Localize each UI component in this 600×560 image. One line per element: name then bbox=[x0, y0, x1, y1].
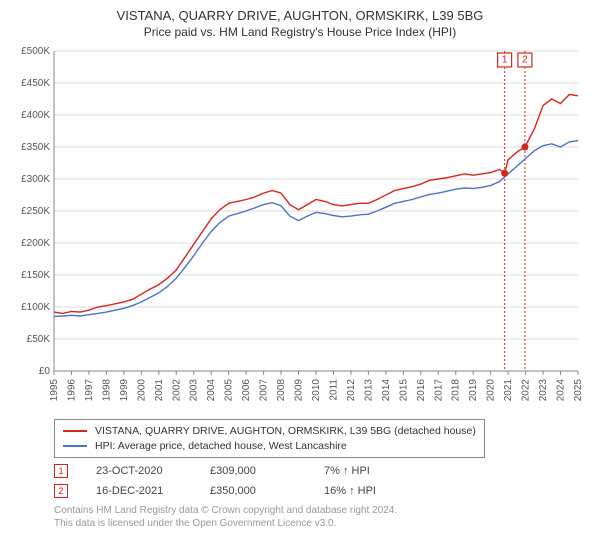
y-tick-label: £300K bbox=[21, 174, 50, 185]
marker-price: £309,000 bbox=[210, 465, 296, 477]
marker-row: 2 16-DEC-2021 £350,000 16% ↑ HPI bbox=[54, 484, 588, 498]
x-tick-label: 2020 bbox=[486, 379, 497, 402]
y-tick-label: £400K bbox=[21, 110, 50, 121]
marker-num: 2 bbox=[522, 55, 528, 66]
x-tick-label: 2010 bbox=[311, 379, 322, 402]
x-tick-label: 2018 bbox=[451, 379, 462, 402]
x-tick-label: 2001 bbox=[154, 379, 165, 402]
x-tick-label: 1997 bbox=[84, 379, 95, 402]
marker-num: 1 bbox=[502, 55, 508, 66]
marker-price: £350,000 bbox=[210, 485, 296, 497]
marker-date: 23-OCT-2020 bbox=[96, 465, 182, 477]
plot-svg: £0 £50K £100K £150K £200K £250K £300K £350K £400… bbox=[12, 45, 588, 415]
x-tick-label: 2007 bbox=[259, 379, 270, 402]
x-tick-label: 2025 bbox=[573, 379, 584, 402]
legend-swatch bbox=[63, 445, 87, 447]
x-tick-label: 2024 bbox=[556, 379, 567, 402]
x-tick-label: 2005 bbox=[224, 379, 235, 402]
marker-point bbox=[501, 170, 508, 177]
chart-subtitle: Price paid vs. HM Land Registry's House … bbox=[12, 25, 588, 39]
plot-area: £0 £50K £100K £150K £200K £250K £300K £350K £400… bbox=[12, 45, 588, 415]
chart-title: VISTANA, QUARRY DRIVE, AUGHTON, ORMSKIRK… bbox=[12, 8, 588, 23]
x-tick-label: 2022 bbox=[521, 379, 532, 402]
marker-delta: 16% ↑ HPI bbox=[324, 485, 410, 497]
x-tick-label: 2000 bbox=[136, 379, 147, 402]
legend: VISTANA, QUARRY DRIVE, AUGHTON, ORMSKIRK… bbox=[54, 419, 485, 458]
chart-container: VISTANA, QUARRY DRIVE, AUGHTON, ORMSKIRK… bbox=[0, 0, 600, 560]
legend-row: HPI: Average price, detached house, West… bbox=[63, 439, 476, 454]
series-price_paid bbox=[54, 95, 578, 314]
x-tick-label: 2009 bbox=[294, 379, 305, 402]
x-tick-label: 2006 bbox=[241, 379, 252, 402]
series-hpi bbox=[54, 141, 578, 317]
legend-row: VISTANA, QUARRY DRIVE, AUGHTON, ORMSKIRK… bbox=[63, 424, 476, 439]
x-tick-label: 2019 bbox=[468, 379, 479, 402]
x-tick-label: 2016 bbox=[416, 379, 427, 402]
x-tick-label: 2015 bbox=[398, 379, 409, 402]
x-tick-label: 2003 bbox=[189, 379, 200, 402]
x-tick-label: 1995 bbox=[49, 379, 60, 402]
x-tick-label: 2004 bbox=[206, 379, 217, 402]
marker-row: 1 23-OCT-2020 £309,000 7% ↑ HPI bbox=[54, 464, 588, 478]
y-tick-label: £250K bbox=[21, 206, 50, 217]
markers-table: 1 23-OCT-2020 £309,000 7% ↑ HPI 2 16-DEC-2021… bbox=[54, 464, 588, 498]
marker-chip: 2 bbox=[54, 484, 68, 498]
marker-point bbox=[521, 144, 528, 151]
legend-label: HPI: Average price, detached house, West… bbox=[95, 439, 347, 454]
marker-date: 16-DEC-2021 bbox=[96, 485, 182, 497]
x-tick-label: 2013 bbox=[363, 379, 374, 402]
y-tick-label: £450K bbox=[21, 78, 50, 89]
marker-delta: 7% ↑ HPI bbox=[324, 465, 410, 477]
x-tick-label: 2008 bbox=[276, 379, 287, 402]
legend-label: VISTANA, QUARRY DRIVE, AUGHTON, ORMSKIRK… bbox=[95, 424, 476, 439]
y-tick-label: £150K bbox=[21, 270, 50, 281]
y-tick-label: £500K bbox=[21, 46, 50, 57]
x-tick-label: 1998 bbox=[101, 379, 112, 402]
x-tick-label: 2017 bbox=[433, 379, 444, 402]
y-tick-label: £0 bbox=[39, 366, 51, 377]
marker-chip: 1 bbox=[54, 464, 68, 478]
attribution-line1: Contains HM Land Registry data © Crown c… bbox=[54, 504, 588, 517]
attribution: Contains HM Land Registry data © Crown c… bbox=[54, 504, 588, 530]
y-tick-label: £350K bbox=[21, 142, 50, 153]
x-tick-label: 2011 bbox=[328, 379, 339, 401]
attribution-line2: This data is licensed under the Open Gov… bbox=[54, 517, 588, 530]
x-tick-label: 2021 bbox=[503, 379, 514, 402]
x-tick-label: 2014 bbox=[381, 379, 392, 402]
y-tick-label: £50K bbox=[27, 334, 51, 345]
y-tick-label: £100K bbox=[21, 302, 50, 313]
x-tick-label: 1996 bbox=[66, 379, 77, 402]
x-tick-label: 2012 bbox=[346, 379, 357, 402]
y-tick-label: £200K bbox=[21, 238, 50, 249]
x-tick-label: 1999 bbox=[119, 379, 130, 402]
x-tick-label: 2023 bbox=[538, 379, 549, 402]
legend-swatch bbox=[63, 430, 87, 432]
x-tick-label: 2002 bbox=[171, 379, 182, 402]
